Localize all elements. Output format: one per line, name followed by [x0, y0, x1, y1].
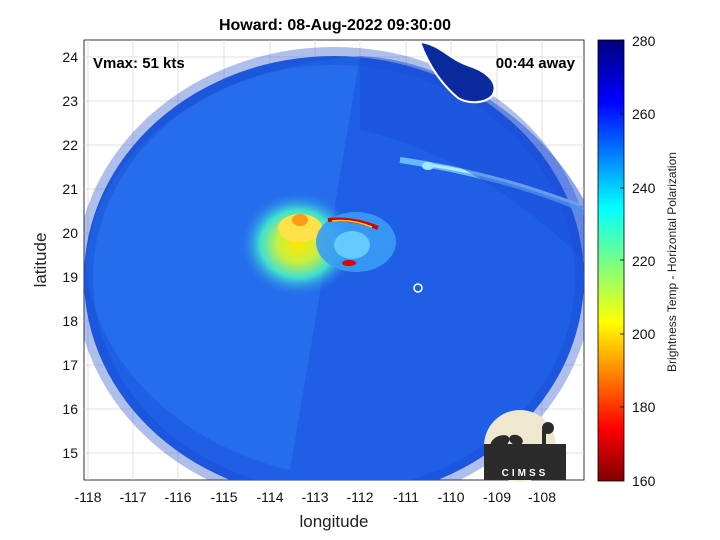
- colorbar-tick: 180: [632, 399, 656, 415]
- colorbar-label: Brightness Temp - Horizontal Polarizatio…: [665, 152, 679, 372]
- cimss-logo: CIMSS: [484, 410, 566, 482]
- x-tick: -113: [302, 489, 329, 505]
- colorbar-tick: 160: [632, 473, 656, 489]
- plot-area: Vmax: 51 kts 00:44 away CIMSS: [83, 39, 585, 482]
- x-tick: -111: [393, 489, 419, 505]
- y-tick: 22: [62, 137, 78, 153]
- y-tick: 24: [62, 49, 78, 65]
- colorbar-tick: 240: [632, 180, 656, 196]
- x-tick: -116: [165, 489, 192, 505]
- colorbar-scale: [597, 39, 625, 482]
- x-tick: -108: [528, 489, 556, 505]
- y-tick: 17: [62, 357, 78, 373]
- x-axis: -118 -117 -116 -115 -114 -113 -112 -111 …: [75, 489, 557, 531]
- colorbar-tick: 260: [632, 106, 656, 122]
- y-tick: 15: [62, 445, 78, 461]
- colorbar-tick: 280: [632, 33, 656, 49]
- y-tick: 16: [62, 401, 78, 417]
- colorbar-tick: 220: [632, 253, 656, 269]
- y-axis: 24 23 22 21 20 19 18 17 16 15 latitude: [31, 49, 78, 461]
- x-tick: -110: [438, 489, 465, 505]
- y-tick: 21: [62, 181, 78, 197]
- x-tick: -115: [211, 489, 238, 505]
- time-away-annotation: 00:44 away: [496, 55, 576, 72]
- colorbar-tick: 200: [632, 326, 656, 342]
- map-title: Howard: 08-Aug-2022 09:30:00: [219, 17, 451, 34]
- x-axis-label: longitude: [299, 512, 368, 531]
- x-tick: -112: [347, 489, 374, 505]
- y-tick: 19: [62, 269, 78, 285]
- y-tick: 20: [62, 225, 78, 241]
- x-tick: -118: [75, 489, 102, 505]
- y-tick: 18: [62, 313, 78, 329]
- logo-text: CIMSS: [502, 468, 549, 479]
- x-tick: -114: [257, 489, 284, 505]
- vmax-annotation: Vmax: 51 kts: [93, 55, 185, 72]
- x-tick: -117: [120, 489, 147, 505]
- y-axis-label: latitude: [31, 233, 50, 288]
- colorbar: 280 260 240 220 200 180 160 Brightness T…: [597, 33, 679, 489]
- x-tick: -109: [483, 489, 511, 505]
- y-tick: 23: [62, 93, 78, 109]
- brightness-temp-swath: [84, 40, 584, 480]
